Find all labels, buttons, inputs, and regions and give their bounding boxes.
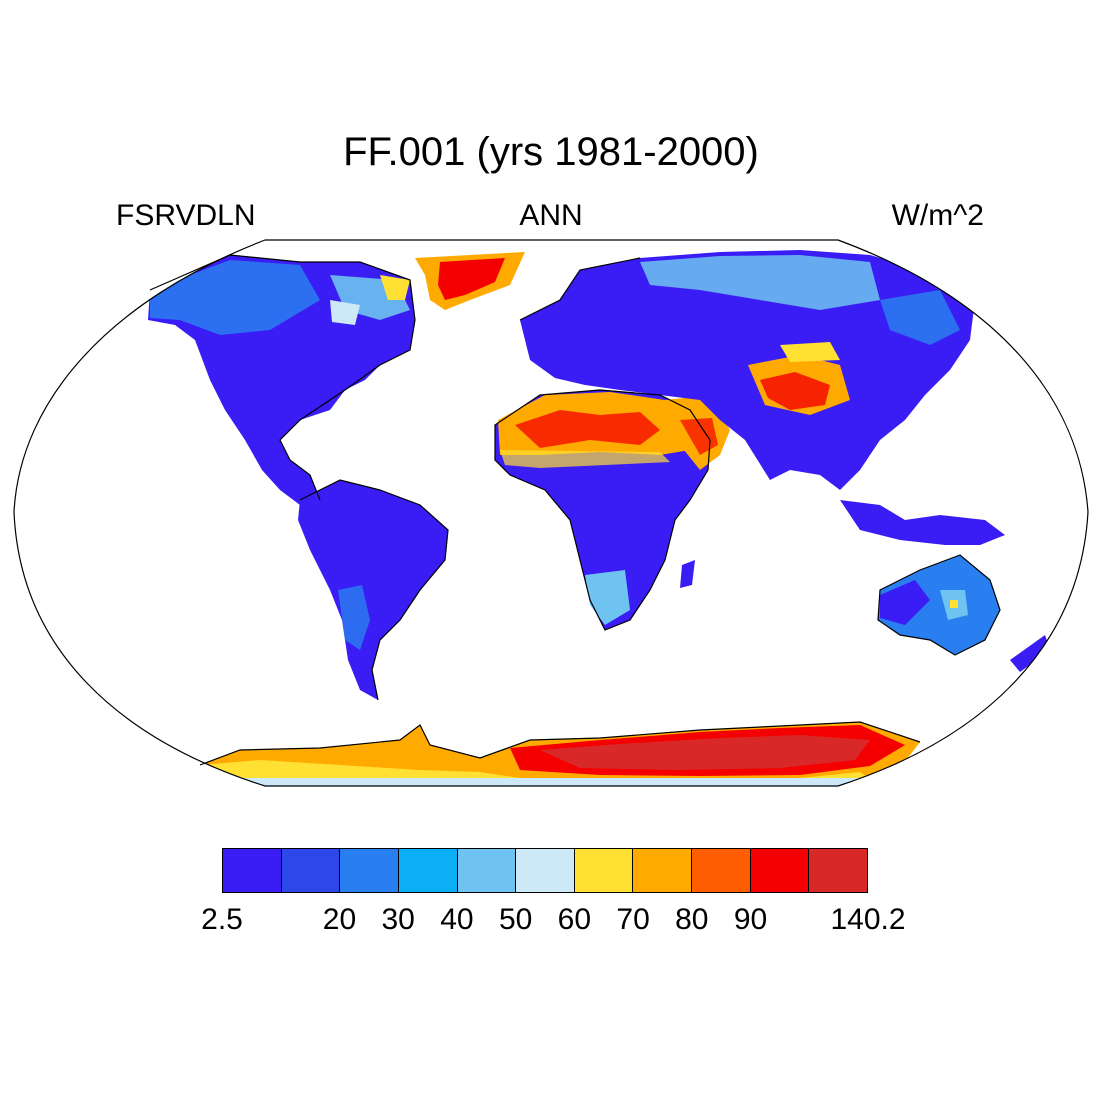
map-border	[13, 239, 1089, 787]
colorbar-tick-label: 140.2	[830, 903, 906, 936]
colorbar-tick-label: 40	[440, 903, 474, 936]
colorbar-swatch-7	[633, 849, 693, 892]
colorbar-tick-label: 80	[675, 903, 709, 936]
australia-land	[878, 555, 1000, 655]
south-america-land	[298, 480, 448, 700]
coastlines	[149, 254, 1001, 766]
colorbar-tick-label: 2.5	[201, 903, 243, 936]
colorbar-tick-label: 90	[733, 903, 768, 936]
se-asia-islands	[840, 500, 1005, 545]
colorbar-tick-label: 30	[381, 903, 415, 936]
colorbar-swatch-1	[281, 849, 341, 892]
colorbar-tick-label: 60	[557, 903, 592, 936]
colorbar-swatch-10	[809, 849, 868, 892]
variable-label: FSRVDLN	[116, 199, 256, 232]
map-field	[148, 250, 1050, 786]
colorbar-swatch-8	[692, 849, 751, 892]
colorbar-tick-label: 50	[498, 903, 533, 936]
units-label: W/m^2	[891, 199, 984, 232]
colorbar-tick-label: 20	[322, 903, 357, 936]
season-label: ANN	[519, 199, 583, 232]
colorbar-swatch-5	[516, 849, 575, 892]
colorbar-swatch-2	[340, 849, 399, 892]
plot-title: FF.001 (yrs 1981-2000)	[343, 130, 759, 174]
colorbar-swatch-3	[398, 849, 458, 892]
colorbar	[222, 848, 868, 893]
colorbar-swatch-9	[750, 849, 810, 892]
colorbar-swatch-4	[457, 849, 517, 892]
colorbar-swatch-6	[574, 849, 634, 892]
colorbar-tick-label: 70	[616, 903, 650, 936]
eurasia-land	[520, 250, 975, 490]
colorbar-swatch-0	[223, 849, 282, 892]
